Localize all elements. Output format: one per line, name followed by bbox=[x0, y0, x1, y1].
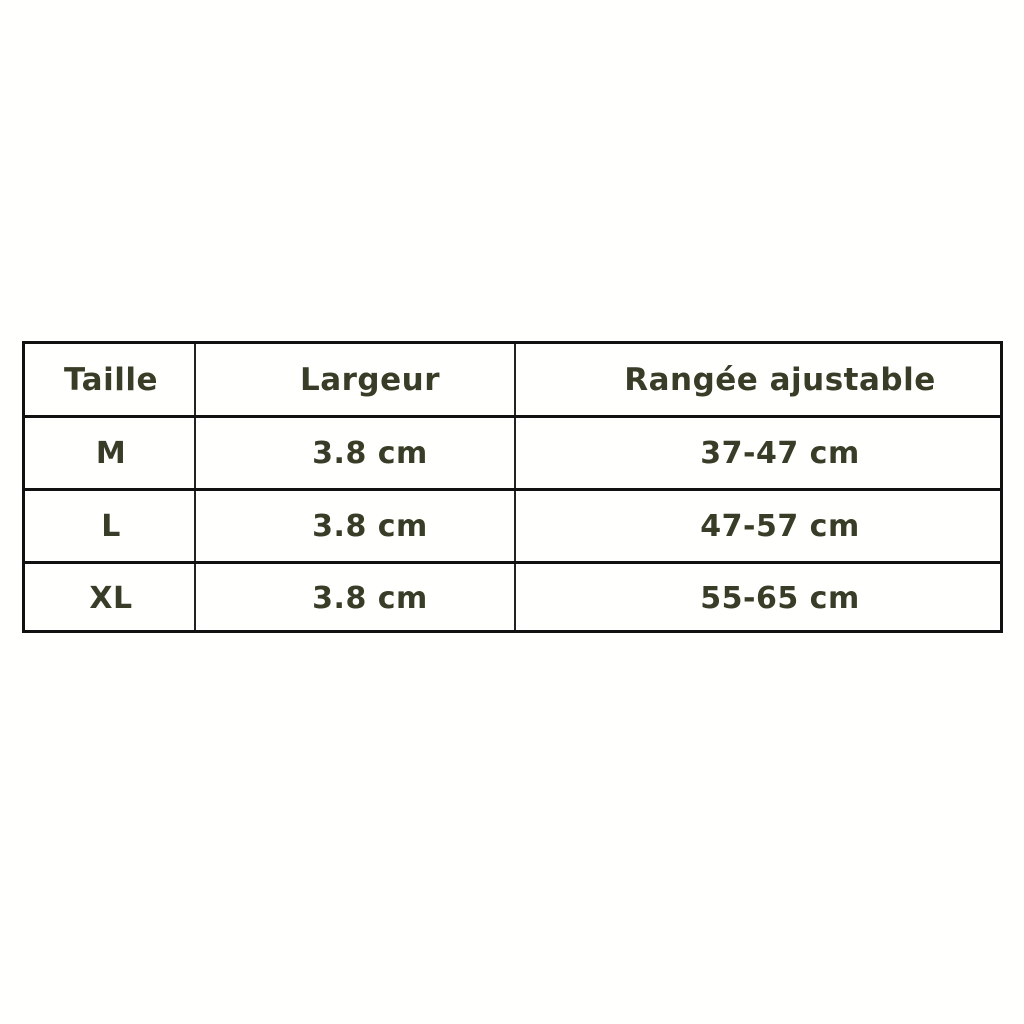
table-row: XL 3.8 cm 55-65 cm bbox=[25, 561, 1000, 633]
width-cell: 3.8 cm bbox=[312, 581, 428, 616]
range-cell: 37-47 cm bbox=[700, 435, 860, 471]
size-cell: M bbox=[95, 435, 127, 471]
table-row: M 3.8 cm 37-47 cm bbox=[25, 415, 1000, 488]
range-cell: 47-57 cm bbox=[700, 508, 860, 544]
range-cell: 55-65 cm bbox=[700, 581, 860, 616]
size-cell: L bbox=[101, 508, 121, 544]
width-cell: 3.8 cm bbox=[312, 508, 428, 544]
width-cell: 3.8 cm bbox=[312, 435, 428, 471]
table-row: L 3.8 cm 47-57 cm bbox=[25, 488, 1000, 561]
size-cell: XL bbox=[89, 581, 133, 616]
column-divider bbox=[194, 344, 196, 630]
header-size: Taille bbox=[64, 361, 158, 398]
header-adjustable-range: Rangée ajustable bbox=[624, 361, 936, 398]
column-divider bbox=[514, 344, 516, 630]
header-width: Largeur bbox=[299, 361, 441, 398]
header-row: Taille Largeur Rangée ajustable bbox=[25, 344, 1000, 415]
size-table: Taille Largeur Rangée ajustable M 3.8 cm… bbox=[22, 341, 1003, 633]
